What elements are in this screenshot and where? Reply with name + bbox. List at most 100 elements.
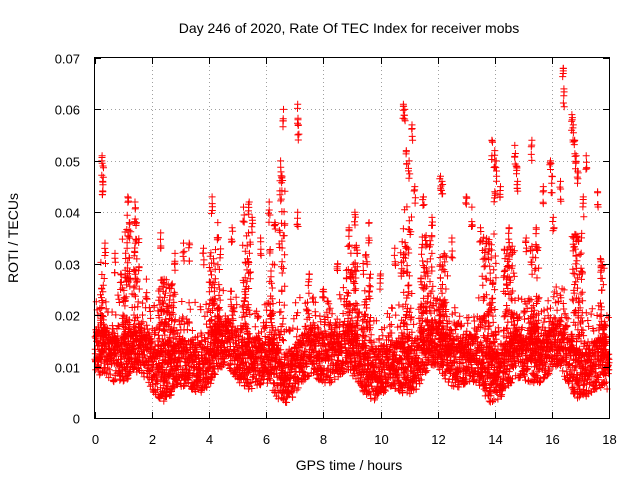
data-point	[122, 249, 130, 257]
data-point	[215, 266, 223, 273]
data-point	[386, 322, 394, 330]
data-point	[279, 264, 287, 272]
data-point	[163, 379, 171, 387]
data-point	[279, 314, 287, 322]
data-point	[241, 313, 249, 320]
data-point	[314, 323, 322, 331]
data-point	[119, 311, 127, 319]
data-point	[383, 342, 391, 350]
data-point	[388, 329, 396, 337]
data-point	[91, 333, 99, 341]
data-point	[324, 314, 332, 321]
data-point	[383, 310, 391, 318]
data-point	[436, 366, 444, 374]
data-point	[481, 379, 489, 387]
data-point	[326, 304, 334, 312]
data-point	[268, 311, 276, 319]
data-point	[229, 317, 237, 324]
data-point	[143, 321, 151, 329]
data-point	[277, 380, 285, 388]
data-point	[413, 351, 421, 359]
data-point	[215, 291, 223, 299]
data-point	[395, 372, 403, 380]
data-point	[323, 372, 331, 380]
data-point	[540, 318, 548, 326]
data-point	[443, 313, 451, 321]
data-point	[552, 283, 560, 291]
data-point	[261, 323, 269, 331]
data-point	[254, 312, 262, 320]
data-point	[124, 374, 132, 382]
data-point	[477, 342, 485, 350]
data-point	[286, 375, 294, 382]
data-point	[230, 308, 238, 316]
data-point	[123, 244, 131, 252]
data-point	[268, 279, 275, 287]
data-point	[367, 331, 375, 339]
data-point	[268, 284, 276, 292]
data-point	[96, 304, 104, 312]
data-point	[560, 305, 568, 313]
data-point	[234, 355, 242, 363]
data-point	[201, 336, 209, 344]
data-point	[294, 384, 302, 392]
data-point	[423, 367, 431, 375]
data-point	[440, 371, 448, 379]
data-point	[309, 295, 316, 303]
data-point	[377, 372, 385, 380]
data-point	[293, 333, 301, 341]
data-point	[322, 356, 329, 364]
data-point	[343, 289, 351, 296]
data-point	[118, 235, 126, 243]
data-point	[141, 359, 149, 367]
data-point	[390, 379, 398, 387]
data-point	[266, 277, 274, 285]
data-point	[150, 302, 158, 309]
data-point	[276, 308, 284, 316]
data-point	[105, 374, 113, 382]
data-point	[147, 344, 154, 352]
data-point	[325, 320, 333, 328]
data-point	[255, 313, 263, 321]
data-point	[154, 378, 162, 386]
data-point	[294, 309, 302, 317]
data-point	[144, 373, 152, 381]
data-point	[170, 288, 178, 296]
data-point	[281, 251, 289, 259]
data-point	[278, 336, 286, 343]
data-point	[186, 305, 194, 313]
data-point	[311, 298, 319, 306]
data-point	[247, 378, 255, 386]
data-point	[171, 290, 179, 298]
data-point	[296, 294, 304, 302]
data-point	[314, 325, 322, 333]
data-point	[434, 327, 442, 335]
data-point	[339, 284, 347, 292]
data-point	[102, 305, 110, 313]
data-point	[197, 340, 205, 348]
data-point	[271, 261, 279, 269]
data-point	[185, 319, 193, 327]
data-point	[416, 380, 424, 388]
data-point	[399, 359, 407, 367]
data-point	[201, 312, 209, 320]
data-point	[253, 355, 261, 363]
data-point	[119, 377, 127, 385]
data-point	[151, 330, 159, 338]
data-point	[251, 323, 259, 331]
data-point	[464, 319, 472, 327]
data-point	[114, 291, 122, 299]
data-point	[366, 353, 374, 361]
data-point	[587, 310, 595, 318]
data-point	[334, 356, 341, 364]
data-point	[544, 297, 552, 305]
data-point	[104, 364, 112, 372]
data-point	[269, 260, 277, 268]
data-point	[395, 301, 403, 309]
data-point	[102, 298, 110, 306]
data-point	[169, 310, 177, 318]
data-point	[440, 361, 447, 369]
data-point	[355, 309, 363, 317]
data-point	[278, 269, 286, 277]
data-point	[289, 324, 297, 332]
